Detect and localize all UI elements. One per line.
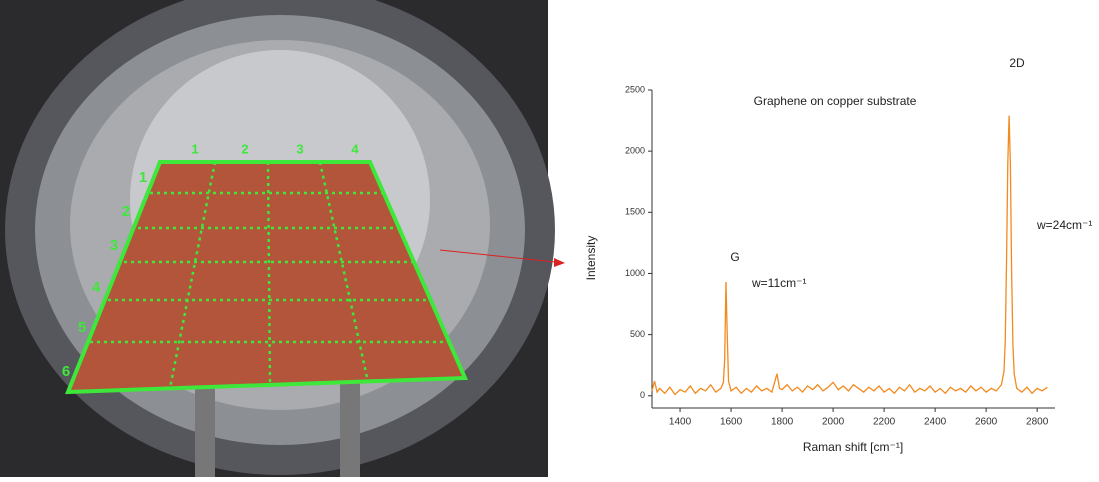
annotation: w=24cm⁻¹ [1036, 218, 1092, 232]
x-tick-label: 2400 [924, 417, 947, 428]
row-label: 3 [110, 237, 118, 254]
column-label: 4 [351, 141, 359, 156]
column-label: 3 [296, 141, 303, 156]
x-tick-label: 2800 [1026, 417, 1049, 428]
x-tick-label: 2600 [975, 417, 998, 428]
chart: 0 500 1000 1500 2000 2500 1400 1600 1800 2000 2200… [584, 56, 1092, 454]
spectrum-line [651, 115, 1048, 396]
chart-title: Graphene on copper substrate [754, 94, 917, 108]
y-tick-label: 2500 [625, 84, 645, 94]
row-label: 6 [62, 363, 70, 380]
y-tick-label: 1500 [625, 207, 645, 217]
y-tick-label: 1000 [625, 268, 645, 278]
y-tick-label: 500 [630, 329, 645, 339]
x-tick-label: 1800 [771, 417, 794, 428]
x-tick-label: 1600 [720, 417, 743, 428]
column-label: 1 [191, 141, 198, 156]
column-label: 2 [241, 141, 248, 156]
x-tick-label: 2200 [873, 417, 896, 428]
annotation: 2D [1009, 56, 1025, 70]
y-axis-label: Intensity [584, 236, 598, 281]
row-label: 4 [92, 279, 101, 296]
x-tick-label: 1400 [669, 417, 692, 428]
annotation: G [730, 250, 739, 264]
y-tick-label: 2000 [625, 146, 645, 156]
x-axis-label: Raman shift [cm⁻¹] [803, 440, 903, 454]
y-tick-label: 0 [640, 390, 645, 400]
row-label: 1 [139, 169, 147, 186]
photo [0, 0, 565, 477]
annotation: w=11cm⁻¹ [751, 276, 806, 290]
x-tick-label: 2000 [822, 417, 845, 428]
row-label: 5 [78, 319, 86, 336]
row-label: 2 [122, 203, 130, 220]
